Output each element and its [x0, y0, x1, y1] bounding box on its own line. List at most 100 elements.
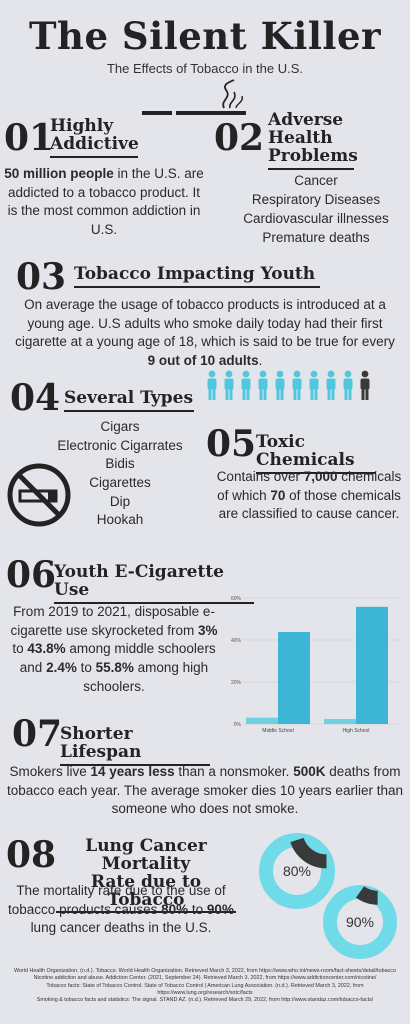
text: of those chemicals are classified to cau…: [218, 487, 401, 522]
stat-9-of-10: 9 out of 10 adults: [147, 352, 259, 368]
list-item: Electronic Cigarrates: [57, 437, 183, 453]
stat: 2.4%: [46, 659, 77, 675]
person-icon: [275, 370, 285, 400]
list-item: Hookah: [96, 512, 144, 528]
cigarette-icon: [142, 79, 246, 115]
person-icon: [343, 370, 353, 400]
section-08-number: 08: [6, 834, 57, 876]
donut-remainder-arc: [290, 837, 327, 869]
list-item: Cancer: [294, 173, 338, 188]
x-tick-label: Middle School: [262, 728, 293, 734]
list-item: Respiratory Diseases: [251, 191, 381, 207]
list-item: Premature deaths: [262, 229, 370, 245]
section-06-text: From 2019 to 2021, disposable e-cigarett…: [4, 603, 224, 696]
section-08-text: The mortality rate due to the use of tob…: [8, 882, 234, 938]
section-06-number: 06: [6, 554, 57, 596]
section-06-title: Youth E-Cigarette Use: [54, 563, 254, 604]
page-title: The Silent Killer: [29, 14, 381, 58]
donut-chart-90: 90%: [323, 885, 397, 959]
text: lung cancer deaths in the U.S.: [30, 920, 212, 936]
section-03-title: Tobacco Impacting Youth: [74, 265, 320, 288]
section-01-title-line1: Highly: [50, 116, 114, 136]
stat: 55.8%: [95, 659, 134, 675]
section-03-end: .: [258, 352, 263, 368]
stat: 90%: [206, 901, 234, 917]
donut-label: 90%: [346, 914, 374, 930]
person-icon: [360, 370, 370, 400]
no-smoking-icon: [7, 463, 71, 527]
stat: 14 years less: [90, 764, 175, 779]
text: Contains over: [216, 469, 304, 484]
person-icon: [258, 370, 268, 400]
text: than a nonsmoker.: [174, 764, 294, 779]
section-03-main: On average the usage of tobacco products…: [15, 297, 395, 350]
text: chemicals of which: [217, 469, 402, 503]
people-icon-row: [207, 370, 370, 400]
donut-remainder-arc: [355, 886, 379, 905]
section-02-title-line3: Problems: [268, 145, 358, 166]
section-08-title-line2: Rate due to Tobacco: [90, 871, 202, 910]
text: among middle schoolers and: [19, 641, 216, 675]
y-tick-label: 60%: [231, 596, 242, 602]
person-icon: [241, 370, 251, 400]
source-item: Smoking & tobacco facts and statistics: …: [36, 997, 374, 1004]
section-07-title: Shorter Lifespan: [60, 725, 210, 766]
list-item: Cardiovascular illnesses: [243, 210, 389, 226]
section-02-title: Adverse Health Problems: [268, 111, 358, 170]
stat-70: 70: [270, 487, 286, 503]
page-subtitle: The Effects of Tobacco in the U.S.: [106, 61, 304, 76]
section-05-number: 05: [206, 423, 257, 465]
bar: [324, 718, 356, 724]
x-tick-label: High School: [343, 728, 370, 734]
stat: 3%: [198, 622, 218, 638]
section-07-text: Smokers live 14 years less than a nonsmo…: [4, 763, 406, 819]
stat: 80%: [161, 901, 189, 917]
section-01-text: 50 million people in the U.S. are addict…: [4, 165, 204, 240]
section-08-title-line1: Lung Cancer Mortality: [85, 836, 207, 874]
health-problems-list: Cancer Respiratory Diseases Cardiovascul…: [228, 172, 404, 248]
section-01-number: 01: [4, 117, 55, 159]
y-tick-label: 20%: [231, 680, 242, 686]
list-item: Cigars: [100, 419, 140, 434]
list-item: Bidis: [105, 456, 135, 472]
text: to: [76, 659, 96, 675]
donut-chart-80: 80%: [259, 833, 335, 909]
section-01-rest: in the U.S. are addicted to a tobacco pr…: [7, 166, 204, 237]
person-icon: [309, 370, 319, 400]
bar: [246, 717, 278, 724]
section-05-text: Contains over 7,000 chemicals of which 7…: [214, 468, 404, 524]
y-tick-label: 0%: [234, 722, 242, 728]
stat-7000: 7,000: [303, 469, 338, 484]
section-01-title: Highly Addictive: [50, 116, 139, 158]
e-cigarette-bar-chart: 0% 20% 40% 60% Middle School High School: [231, 596, 400, 734]
text: deaths from tobacco each year. The avera…: [7, 764, 403, 817]
section-07-number: 07: [12, 713, 63, 755]
text: Smokers live: [9, 764, 91, 779]
section-01-title-line2: Addictive: [50, 133, 139, 154]
section-03-number: 03: [16, 256, 67, 298]
stat: 43.8%: [27, 641, 66, 657]
person-icon: [224, 370, 234, 400]
y-tick-label: 40%: [231, 638, 242, 644]
bar: [356, 606, 388, 724]
section-05-title: Toxic Chemicals: [256, 433, 376, 474]
section-04-title: Several Types: [64, 389, 194, 412]
list-item: Cigarettes: [89, 474, 151, 490]
text: The mortality rate due to the use of tob…: [8, 883, 226, 917]
person-icon: [207, 370, 217, 400]
sources: World Health Organization. (n.d.). Tobac…: [10, 968, 400, 1004]
section-02-title-line2: Health: [268, 127, 333, 148]
source-item: Nicotine addiction and abuse. Addiction …: [33, 975, 377, 982]
bar: [278, 632, 310, 724]
section-04-number: 04: [10, 377, 61, 419]
text: From 2019 to 2021, disposable e-cigarett…: [10, 604, 215, 638]
list-item: Dip: [109, 493, 131, 509]
source-item: Tobacco facts: State of Tobacco Control.…: [46, 982, 364, 996]
text: to: [12, 641, 28, 657]
person-icon: [292, 370, 302, 400]
section-02-number: 02: [214, 117, 265, 159]
source-item: World Health Organization. (n.d.). Tobac…: [13, 968, 396, 974]
text: among high schoolers.: [83, 659, 209, 694]
section-08-title: Lung Cancer Mortality Rate due to Tobacc…: [56, 836, 236, 914]
stat: 500K: [293, 764, 326, 779]
